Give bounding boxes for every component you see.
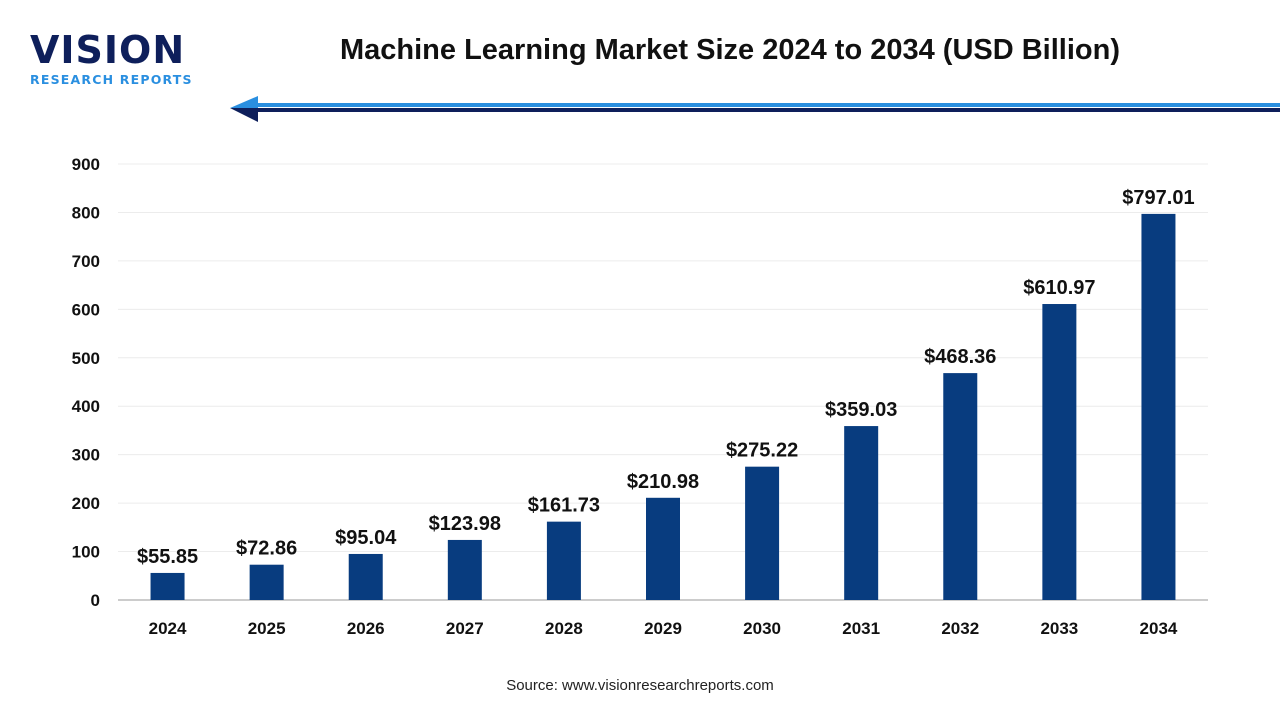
x-tick-label: 2028 — [545, 619, 583, 638]
data-label-2024: $55.85 — [137, 546, 198, 568]
x-tick-label: 2033 — [1040, 619, 1078, 638]
data-label-2031: $359.03 — [825, 399, 897, 421]
x-tick-label: 2026 — [347, 619, 385, 638]
y-tick-label: 0 — [91, 591, 100, 610]
arrow-head-light — [230, 96, 258, 108]
x-tick-label: 2034 — [1140, 619, 1178, 638]
x-tick-label: 2032 — [941, 619, 979, 638]
data-label-2032: $468.36 — [924, 346, 996, 368]
y-tick-label: 400 — [72, 397, 100, 416]
y-tick-label: 500 — [72, 349, 100, 368]
chart-title: Machine Learning Market Size 2024 to 203… — [340, 34, 1120, 66]
x-tick-label: 2025 — [248, 619, 286, 638]
y-tick-label: 700 — [72, 252, 100, 271]
y-tick-label: 600 — [72, 300, 100, 319]
bar-2026 — [348, 553, 383, 600]
y-tick-label: 800 — [72, 203, 100, 222]
y-tick-label: 300 — [72, 446, 100, 465]
data-label-2028: $161.73 — [528, 495, 600, 517]
data-label-2034: $797.01 — [1122, 187, 1194, 209]
x-tick-label: 2031 — [842, 619, 880, 638]
x-tick-label: 2029 — [644, 619, 682, 638]
bar-2027 — [447, 539, 482, 600]
bar-2025 — [249, 564, 284, 600]
logo-name: VISION — [30, 28, 186, 72]
header-arrow — [230, 96, 1280, 122]
data-label-2025: $72.86 — [236, 538, 297, 560]
bar-2030 — [745, 466, 780, 600]
x-tick-label: 2030 — [743, 619, 781, 638]
y-tick-label: 900 — [72, 155, 100, 174]
data-label-2033: $610.97 — [1023, 277, 1095, 299]
arrow-line-dark — [250, 108, 1280, 112]
data-label-2029: $210.98 — [627, 471, 699, 493]
arrow-head-dark — [230, 108, 258, 122]
bar-2032 — [943, 373, 978, 600]
y-tick-label: 100 — [72, 543, 100, 562]
bar-2029 — [646, 497, 680, 600]
bar-2033 — [1042, 304, 1077, 600]
logo: VISION RESEARCH REPORTS — [30, 30, 193, 87]
bar-2028 — [546, 521, 581, 600]
bar-2031 — [844, 426, 879, 600]
logo-tagline: RESEARCH REPORTS — [30, 72, 193, 87]
data-label-2027: $123.98 — [429, 513, 501, 535]
y-tick-label: 200 — [72, 494, 100, 513]
data-label-2026: $95.04 — [335, 527, 397, 549]
arrow-line-light — [250, 103, 1280, 107]
bar-2034 — [1141, 213, 1176, 600]
data-label-2030: $275.22 — [726, 440, 798, 462]
bar-2024 — [150, 572, 185, 600]
source-note: Source: www.visionresearchreports.com — [506, 677, 774, 694]
x-tick-label: 2024 — [149, 619, 187, 638]
x-tick-label: 2027 — [446, 619, 484, 638]
